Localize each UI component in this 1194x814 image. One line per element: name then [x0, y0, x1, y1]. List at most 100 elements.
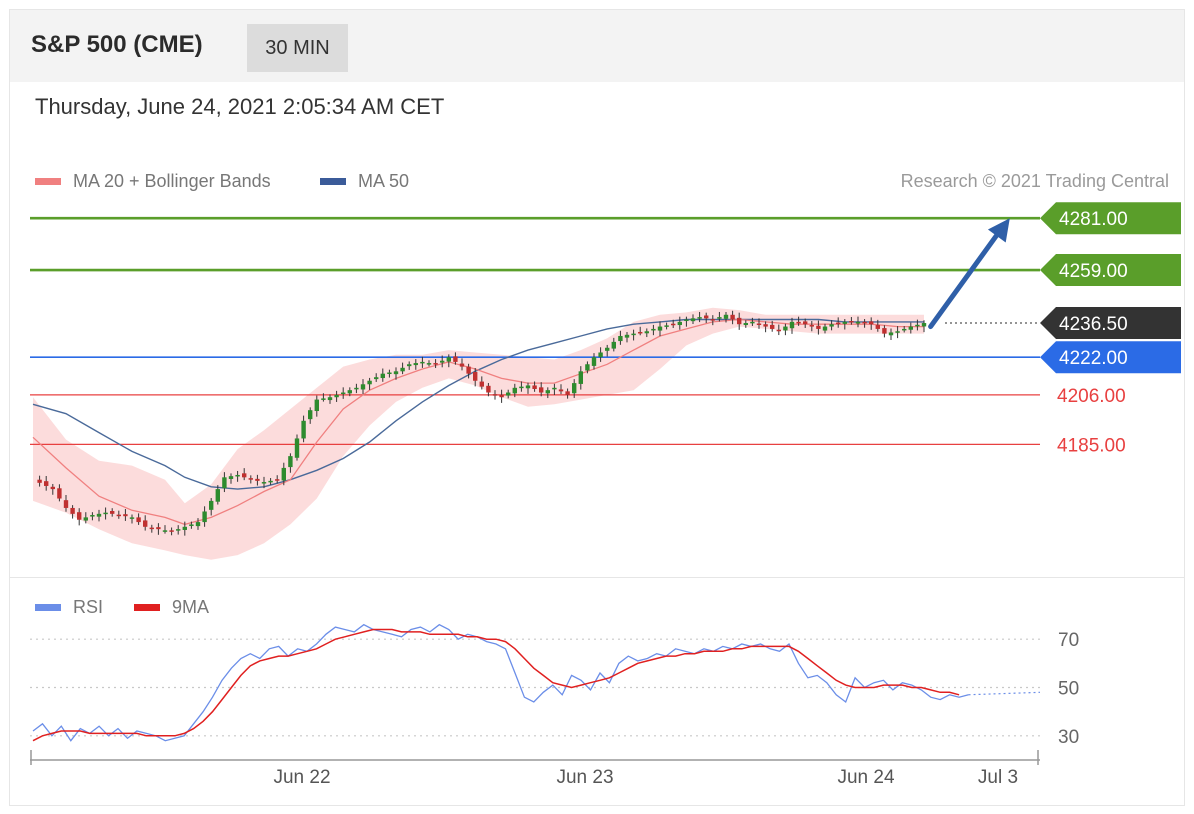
- level-label-support: 4185.00: [1057, 435, 1126, 456]
- candle-down: [638, 331, 643, 334]
- level-tag-bg: [1040, 307, 1181, 340]
- candle-down: [479, 381, 484, 387]
- candle-down: [123, 514, 128, 517]
- candle-up: [618, 335, 623, 342]
- candle-down: [816, 325, 821, 329]
- candle-down: [466, 366, 471, 374]
- candle-down: [242, 473, 247, 478]
- candle-up: [657, 326, 663, 331]
- candle-up: [750, 321, 755, 324]
- candle-up: [314, 399, 319, 412]
- candle-down: [737, 317, 742, 325]
- timeframe-badge[interactable]: 30 MIN: [247, 24, 348, 72]
- candle-up: [374, 377, 379, 380]
- candle-down: [539, 387, 544, 393]
- candle-up: [360, 384, 366, 390]
- candle-up: [129, 517, 135, 519]
- candle-up: [215, 489, 220, 502]
- candle-up: [446, 357, 451, 362]
- candle-down: [710, 319, 715, 321]
- x-tick-label: Jul 3: [978, 767, 1018, 788]
- candle-up: [611, 341, 616, 349]
- candle-up: [723, 314, 729, 319]
- candle-up: [162, 530, 168, 532]
- candle-up: [228, 476, 234, 479]
- arrow-shaft: [928, 225, 1005, 330]
- candle-down: [730, 314, 735, 320]
- candle-up: [354, 387, 359, 390]
- candle-down: [255, 478, 260, 481]
- level-label-last: 4236.50: [1059, 314, 1128, 335]
- candle-down: [770, 324, 775, 329]
- candle-down: [671, 323, 676, 326]
- candle-up: [202, 511, 207, 523]
- candle-up: [400, 367, 405, 372]
- candle-up: [281, 467, 286, 481]
- target-arrow: [928, 218, 1010, 330]
- candle-up: [440, 360, 445, 363]
- candle-up: [743, 323, 748, 326]
- candle-up: [222, 477, 227, 489]
- rsi-swatch: [35, 604, 61, 611]
- candle-down: [77, 512, 82, 520]
- candle-up: [288, 456, 293, 468]
- candle-up: [294, 438, 300, 458]
- x-tick-label: Jun 22: [273, 767, 330, 788]
- rsi-label: RSI: [73, 597, 104, 617]
- ma50-swatch: [320, 178, 346, 185]
- candle-up: [420, 361, 425, 364]
- candle-down: [882, 328, 887, 334]
- candle-up: [426, 363, 432, 365]
- candle-down: [63, 500, 69, 508]
- level-tag-bg: [1040, 202, 1181, 235]
- candle-down: [473, 372, 478, 381]
- panel-divider: [10, 577, 1184, 578]
- candle-up: [182, 526, 187, 530]
- candle-up: [301, 420, 306, 439]
- candle-up: [83, 517, 88, 521]
- ma20-swatch: [35, 178, 61, 185]
- candle-up: [506, 392, 511, 396]
- candle-up: [684, 319, 689, 322]
- candle-down: [110, 511, 115, 514]
- candle-down: [532, 385, 537, 389]
- candle-down: [275, 479, 280, 481]
- candle-up: [690, 318, 696, 322]
- candle-up: [855, 321, 861, 324]
- candle-up: [334, 394, 339, 398]
- chart-timestamp: Thursday, June 24, 2021 2:05:34 AM CET: [35, 94, 445, 119]
- legend-rsi: RSI: [35, 597, 103, 618]
- candle-up: [235, 474, 240, 477]
- ma50-label: MA 50: [358, 171, 410, 191]
- level-tag-bg: [1040, 341, 1181, 374]
- candle-down: [149, 527, 154, 530]
- candle-up: [545, 390, 550, 394]
- candle-up: [103, 512, 108, 515]
- candle-up: [888, 332, 894, 336]
- ma50-line: [32, 318, 924, 490]
- candle-up: [413, 363, 418, 366]
- candle-down: [875, 325, 880, 329]
- candle-down: [756, 323, 762, 326]
- candle-up: [308, 410, 313, 420]
- candle-down: [169, 530, 174, 532]
- candle-up: [209, 500, 214, 510]
- level-label-pivot: 4222.00: [1059, 348, 1128, 369]
- candle-up: [605, 347, 610, 351]
- rsi-tick-label: 30: [1058, 727, 1079, 748]
- candle-up: [380, 373, 385, 379]
- candle-down: [803, 321, 808, 325]
- candle-down: [248, 478, 253, 480]
- candle-up: [651, 328, 656, 331]
- candle-up: [624, 334, 630, 338]
- legend-ma50: MA 50: [320, 171, 409, 192]
- candle-up: [195, 522, 201, 527]
- candle-up: [842, 321, 847, 324]
- level-tag-pivot: 4222.00: [1040, 341, 1181, 374]
- candle-up: [921, 323, 927, 327]
- level-label-resistance: 4259.00: [1059, 261, 1128, 282]
- level-label-resistance: 4281.00: [1059, 209, 1128, 230]
- candle-down: [809, 325, 814, 327]
- rsi-tick-label: 50: [1058, 679, 1079, 700]
